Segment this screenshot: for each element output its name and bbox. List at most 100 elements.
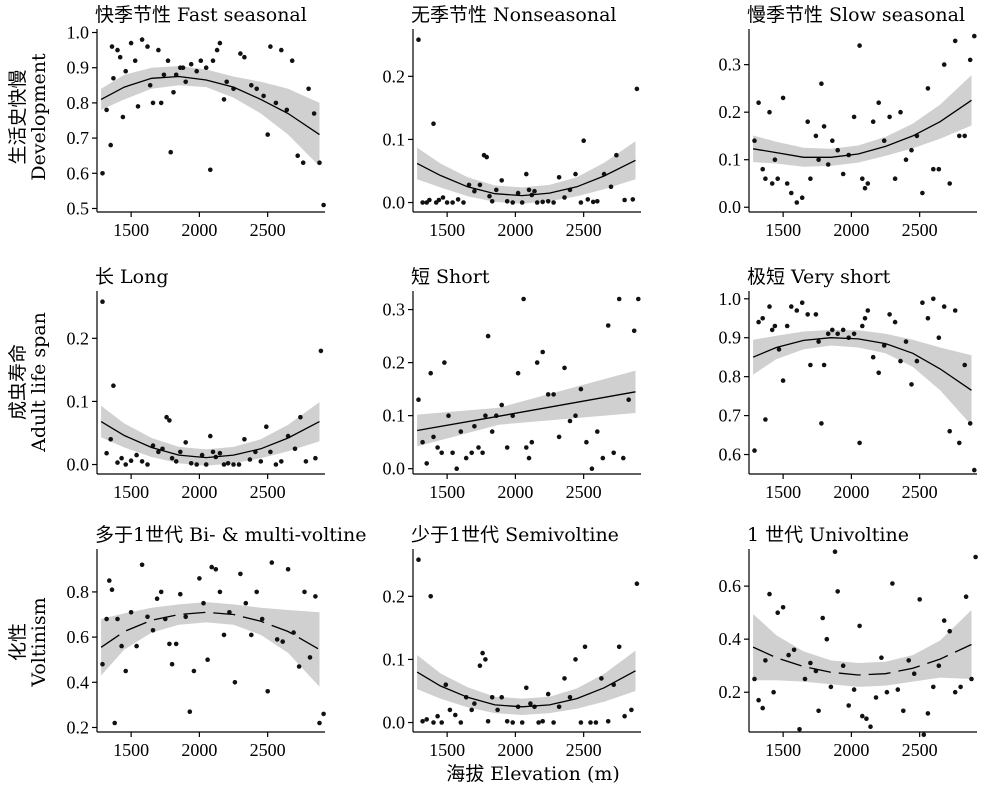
y-tick-label: 0.2 — [383, 353, 406, 373]
y-tick-label: 0.7 — [67, 128, 90, 148]
y-tick-label: 0.4 — [719, 629, 742, 649]
data-point — [104, 450, 109, 456]
data-point — [760, 316, 765, 321]
data-point — [302, 589, 307, 595]
data-point — [450, 200, 455, 205]
panel-title: 无季节性 Nonseasonal — [411, 4, 617, 26]
data-point — [213, 567, 219, 572]
data-point — [431, 434, 436, 440]
data-point — [108, 142, 113, 148]
data-point — [562, 365, 567, 371]
data-point — [109, 587, 115, 592]
x-tick-label: 2000 — [181, 220, 217, 240]
data-point — [279, 47, 284, 53]
data-point — [442, 360, 447, 365]
data-point — [794, 308, 800, 313]
panel-title: 长 Long — [95, 266, 169, 288]
data-point — [510, 200, 515, 205]
x-tick-label: 1500 — [765, 220, 801, 240]
y-tick-label: 0.2 — [383, 586, 406, 606]
data-point — [115, 460, 120, 465]
data-point — [135, 104, 141, 109]
data-point — [887, 312, 892, 317]
x-tick-label: 2500 — [902, 740, 938, 760]
data-point — [931, 684, 936, 690]
data-point — [285, 567, 291, 572]
data-point — [816, 708, 821, 714]
x-tick-label: 2000 — [181, 740, 217, 760]
data-point — [208, 167, 213, 173]
data-point — [529, 439, 535, 445]
data-point — [476, 445, 481, 450]
data-point — [763, 417, 768, 422]
data-point — [472, 424, 477, 429]
data-point — [599, 676, 604, 681]
data-point — [115, 616, 120, 622]
panel-1: 0.0 0.1 0.2 1500 2000 2500 无季节性 Nonseasonal — [383, 4, 641, 240]
y-tick-label: 0.2 — [67, 717, 90, 737]
row-label-en: Voltinism — [28, 597, 50, 687]
data-point — [306, 86, 311, 92]
row-label-development: 生活史快慢 Development — [7, 53, 50, 181]
data-point — [772, 157, 778, 162]
data-point — [600, 455, 606, 461]
data-point — [573, 413, 578, 419]
data-point — [851, 687, 857, 692]
y-tick-label: 0.2 — [719, 102, 742, 122]
data-point — [824, 636, 830, 642]
data-point — [780, 378, 786, 383]
row-label-cn: 成虫寿命 — [7, 344, 29, 420]
data-point — [321, 711, 326, 717]
data-point — [483, 413, 488, 419]
data-point — [420, 719, 425, 724]
data-point — [634, 86, 640, 92]
data-point — [813, 133, 819, 139]
data-point — [217, 589, 223, 595]
data-point — [784, 323, 790, 329]
data-point — [816, 339, 821, 344]
data-point — [210, 58, 216, 63]
data-point — [167, 418, 172, 423]
data-point — [168, 149, 173, 155]
data-point — [453, 712, 458, 718]
data-point — [567, 695, 573, 700]
panel-title: 极短 Very short — [747, 266, 891, 288]
confidence-band — [417, 370, 636, 447]
panel-7: 0.0 0.1 0.2 1500 2000 2500 少于1世代 Semivoltine — [383, 524, 641, 760]
data-point — [201, 600, 206, 606]
data-point — [593, 720, 599, 725]
y-tick-label: 0.1 — [383, 129, 406, 149]
data-point — [903, 157, 909, 162]
data-point — [428, 594, 434, 599]
y-tick-label: 0.6 — [67, 627, 90, 647]
data-point — [183, 79, 188, 85]
y-tick-label: 0.4 — [67, 672, 90, 692]
data-point — [123, 462, 128, 467]
data-point — [611, 450, 616, 456]
data-point — [111, 76, 116, 81]
data-point — [821, 362, 827, 368]
data-point — [128, 610, 134, 615]
data-point — [156, 47, 161, 53]
data-point — [957, 133, 962, 139]
data-point — [499, 695, 505, 700]
data-point — [169, 455, 175, 461]
data-point — [317, 160, 322, 165]
y-tick-label: 0.2 — [719, 682, 742, 702]
data-point — [973, 554, 978, 560]
x-tick-label: 2500 — [566, 740, 602, 760]
data-point — [870, 119, 876, 124]
data-point — [145, 44, 150, 49]
data-point — [775, 176, 780, 181]
data-point — [205, 657, 210, 662]
data-point — [958, 684, 963, 690]
data-point — [485, 719, 491, 724]
y-tick-label: 0.8 — [719, 367, 742, 387]
data-point — [963, 594, 969, 599]
data-point — [173, 72, 179, 78]
data-point — [936, 335, 942, 341]
data-point — [197, 576, 202, 581]
x-tick-label: 2000 — [497, 482, 533, 502]
data-point — [551, 720, 556, 725]
data-point — [920, 300, 925, 306]
